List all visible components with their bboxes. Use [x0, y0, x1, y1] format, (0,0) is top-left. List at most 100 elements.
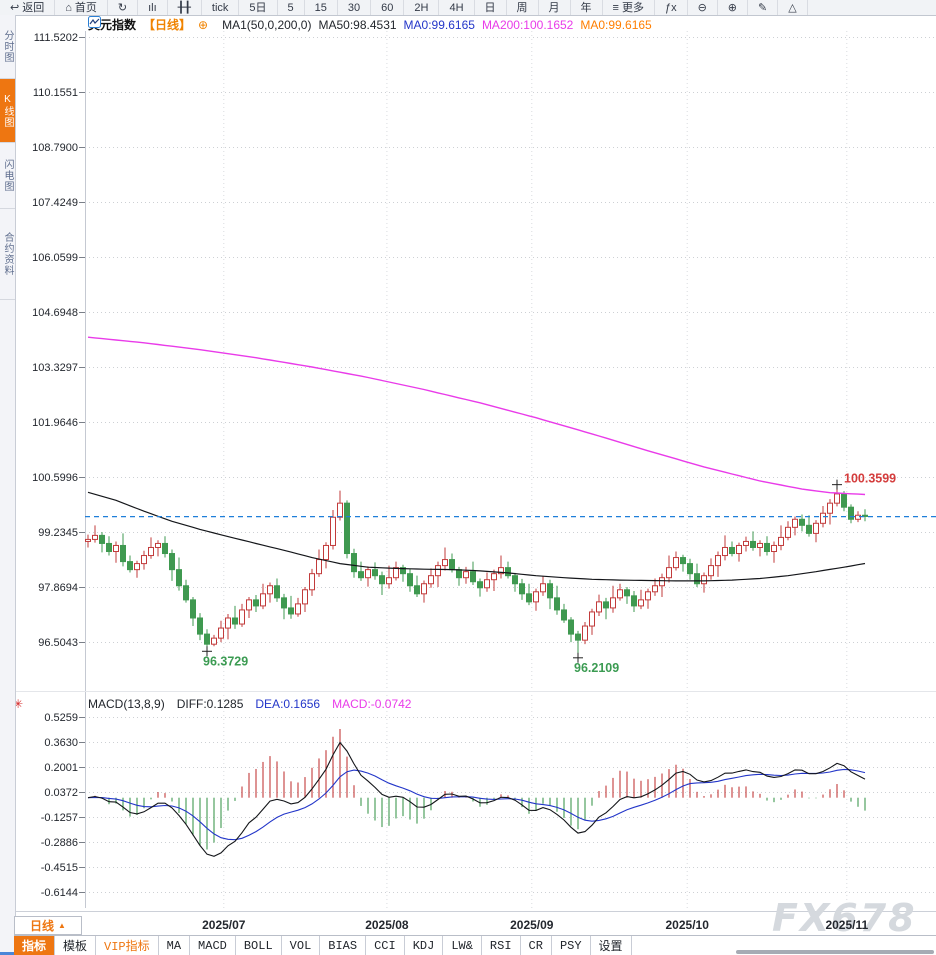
- shapes-button[interactable]: △: [778, 0, 808, 15]
- indicator-sliders-button[interactable]: ╂╂: [168, 0, 202, 15]
- svg-text:103.3297: 103.3297: [32, 362, 78, 374]
- ma0-orange-value: MA0:99.6165: [580, 17, 652, 32]
- add-favorite-icon[interactable]: ⊕: [198, 17, 209, 32]
- macd-hist-value: MACD:-0.0742: [332, 697, 412, 711]
- back-button[interactable]: ↩ 返回: [0, 0, 56, 15]
- home-button[interactable]: ⌂ 首页: [55, 0, 108, 15]
- more-button[interactable]: ≡ 更多: [603, 0, 655, 15]
- sidebar-tab-kline[interactable]: K线图: [0, 79, 15, 143]
- interval-60-button[interactable]: 60: [371, 0, 405, 15]
- tab-macd[interactable]: MACD: [190, 936, 236, 955]
- pencil-icon: ✎: [758, 1, 768, 14]
- macd-gridlines: [79, 717, 936, 893]
- svg-text:2025/11: 2025/11: [825, 918, 868, 932]
- pane-borders: [16, 31, 936, 912]
- interval-2h-button[interactable]: 2H: [404, 0, 440, 15]
- tab-ma[interactable]: MA: [159, 936, 191, 955]
- tab-templates[interactable]: 模板: [55, 936, 97, 955]
- stats-button[interactable]: ılı: [138, 0, 168, 15]
- triangle-icon: △: [788, 1, 797, 14]
- macd-diff-value: DIFF:0.1285: [176, 697, 244, 711]
- interval-4h-button[interactable]: 4H: [439, 0, 475, 15]
- tab-settings[interactable]: 设置: [591, 936, 632, 955]
- svg-text:2025/08: 2025/08: [365, 918, 409, 932]
- tab-kdj[interactable]: KDJ: [405, 936, 444, 955]
- refresh-icon: ↻: [117, 1, 128, 14]
- price-gridlines: [79, 37, 936, 643]
- ma200-line: [87, 336, 866, 496]
- sidebar-tab-contract-info[interactable]: 合约资料: [0, 209, 15, 300]
- indicator-tab-bar: 指标 模板 VIP指标 MA MACD BOLL VOL BIAS CCI KD…: [14, 935, 936, 955]
- tab-indicators[interactable]: 指标: [14, 936, 56, 955]
- svg-text:104.6948: 104.6948: [32, 307, 78, 319]
- svg-text:106.0599: 106.0599: [32, 252, 78, 264]
- zoom-in-icon: ⊕: [727, 1, 738, 14]
- interval-5d-button[interactable]: 5日: [239, 0, 278, 15]
- svg-text:110.1551: 110.1551: [33, 87, 78, 99]
- svg-text:96.5043: 96.5043: [38, 637, 78, 649]
- period-label: 【日线】: [143, 18, 192, 32]
- interval-day-button[interactable]: 日: [475, 0, 507, 15]
- formula-button[interactable]: ƒx: [655, 0, 688, 15]
- interval-month-button[interactable]: 月: [539, 0, 571, 15]
- tab-boll[interactable]: BOLL: [236, 936, 282, 955]
- dea-line: [87, 768, 866, 841]
- macd-plot: [87, 729, 866, 857]
- home-icon: ⌂: [65, 1, 72, 14]
- ma50-line: [87, 491, 866, 582]
- watermark: FX678: [772, 896, 917, 940]
- indicator-settings-icon[interactable]: ✳: [13, 697, 24, 711]
- svg-text:97.8694: 97.8694: [38, 582, 78, 594]
- svg-text:96.2109: 96.2109: [574, 661, 619, 675]
- svg-text:111.5202: 111.5202: [34, 32, 78, 44]
- svg-text:2025/09: 2025/09: [510, 918, 554, 932]
- zoom-in-button[interactable]: ⊕: [718, 0, 749, 15]
- ma50-value: MA50:98.4531: [318, 17, 397, 32]
- sidebar-tab-intraday[interactable]: 分时图: [0, 15, 15, 79]
- x-axis-labels: 2025/07 2025/08 2025/09 2025/10 2025/11: [202, 918, 868, 932]
- fx-icon: ƒx: [664, 1, 677, 14]
- macd-params: MACD(13,8,9): [88, 697, 165, 711]
- refresh-button[interactable]: ↻: [108, 0, 139, 15]
- svg-text:107.4249: 107.4249: [32, 197, 78, 209]
- tab-cci[interactable]: CCI: [366, 936, 405, 955]
- sidebar-tab-lightning[interactable]: 闪电图: [0, 143, 15, 209]
- chevron-up-icon: ▲: [58, 921, 66, 930]
- tab-cr[interactable]: CR: [521, 936, 552, 955]
- svg-text:108.7900: 108.7900: [32, 142, 78, 154]
- svg-text:101.9646: 101.9646: [32, 417, 78, 429]
- interval-15-button[interactable]: 15: [305, 0, 338, 15]
- period-selector[interactable]: 日线 ▲: [14, 916, 82, 935]
- tab-bias[interactable]: BIAS: [320, 936, 367, 955]
- zoom-out-button[interactable]: ⊖: [688, 0, 718, 15]
- svg-text:0.0372: 0.0372: [44, 787, 78, 799]
- svg-text:FX678: FX678: [772, 896, 917, 940]
- macd-dea-value: DEA:0.1656: [255, 697, 321, 711]
- svg-text:96.3729: 96.3729: [203, 654, 248, 668]
- svg-text:-0.2886: -0.2886: [41, 837, 78, 849]
- interval-5-button[interactable]: 5: [278, 0, 305, 15]
- ma-settings-readout: MA1(50,0,200,0): [222, 17, 312, 32]
- price-legend: 美元指数 【日线】 ⊕ MA1(50,0,200,0) MA50:98.4531…: [88, 16, 652, 33]
- svg-text:0.5259: 0.5259: [44, 712, 78, 724]
- svg-text:-0.6144: -0.6144: [41, 887, 78, 899]
- candles: [85, 486, 868, 654]
- svg-text:0.2001: 0.2001: [44, 762, 78, 774]
- interval-30-button[interactable]: 30: [338, 0, 372, 15]
- svg-text:-0.1257: -0.1257: [41, 812, 78, 824]
- sliders-icon: ╂╂: [177, 1, 191, 14]
- horizontal-scrollbar[interactable]: [736, 950, 934, 954]
- draw-button[interactable]: ✎: [748, 0, 779, 15]
- interval-week-button[interactable]: 周: [507, 0, 539, 15]
- tab-vip-indicators[interactable]: VIP指标: [96, 936, 159, 955]
- interval-year-button[interactable]: 年: [571, 0, 603, 15]
- interval-tick-button[interactable]: tick: [202, 0, 240, 15]
- tab-rsi[interactable]: RSI: [482, 936, 521, 955]
- tab-vol[interactable]: VOL: [282, 936, 321, 955]
- svg-text:2025/10: 2025/10: [666, 918, 710, 932]
- diff-line: [87, 741, 866, 857]
- tab-lwr[interactable]: LW&: [443, 936, 482, 955]
- tab-psy[interactable]: PSY: [552, 936, 591, 955]
